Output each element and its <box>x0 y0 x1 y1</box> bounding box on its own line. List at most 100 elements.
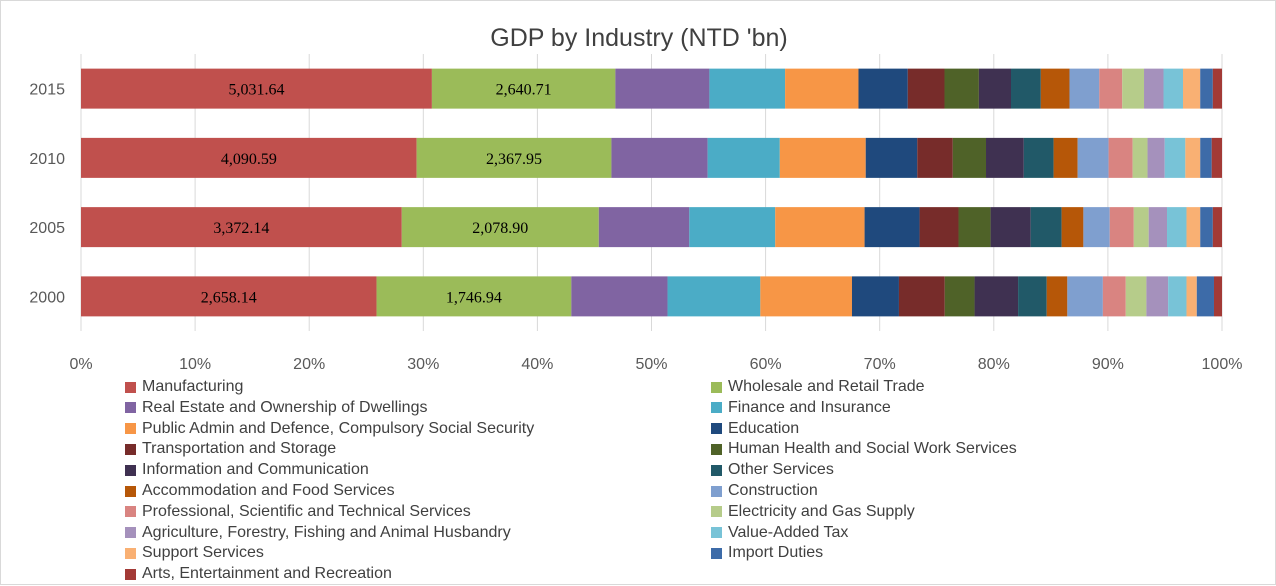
bar-segment <box>1053 137 1078 178</box>
legend-label: Accommodation and Food Services <box>142 482 395 499</box>
x-tick-label: 70% <box>864 356 896 373</box>
bar-segment <box>898 276 945 317</box>
legend-item: Wholesale and Retail Trade <box>711 377 925 397</box>
bar-segment <box>864 207 920 248</box>
bar-segment <box>865 137 918 178</box>
bar-segment <box>1213 276 1222 317</box>
bar-segment <box>1186 276 1197 317</box>
x-tick-label: 90% <box>1092 356 1124 373</box>
legend-swatch <box>711 464 722 476</box>
legend-swatch <box>711 423 722 435</box>
bar-segment <box>1183 68 1201 109</box>
bar-segment <box>1011 68 1041 109</box>
legend-swatch <box>711 443 722 455</box>
bar-segment <box>858 68 908 109</box>
bar-segment <box>376 276 572 317</box>
bar-segment <box>431 68 616 109</box>
bar-segment <box>1200 68 1213 109</box>
legend-swatch <box>125 381 136 393</box>
legend-label: Agriculture, Forestry, Fishing and Anima… <box>142 523 511 541</box>
legend-swatch <box>711 527 722 539</box>
legend-label: Manufacturing <box>142 378 244 395</box>
y-tick-label: 2000 <box>29 289 65 306</box>
bar-segment <box>760 276 852 317</box>
legend-swatch <box>711 506 722 518</box>
legend-swatch <box>711 381 722 393</box>
bar-segment <box>974 276 1019 317</box>
bar-segment <box>1023 137 1054 178</box>
data-label: 1,746.94 <box>446 289 502 306</box>
bar-segment <box>1148 207 1168 248</box>
legend-label: Construction <box>728 482 818 499</box>
bar-segment <box>1109 207 1134 248</box>
legend-label: Education <box>728 419 800 437</box>
legend-label: Value-Added Tax <box>728 523 849 541</box>
bar-segment <box>416 137 612 178</box>
bar-segment <box>615 68 710 109</box>
bar-segment <box>1040 68 1070 109</box>
legend-swatch <box>711 485 722 497</box>
bar-segment <box>1163 68 1184 109</box>
legend-item: Professional, Scientific and Technical S… <box>125 502 471 522</box>
bar-segment <box>1077 137 1109 178</box>
legend-item: Transportation and Storage <box>125 439 336 459</box>
bar-segment <box>1144 68 1164 109</box>
bar-segment <box>1132 137 1148 178</box>
legend-swatch <box>125 443 136 455</box>
legend-label: Professional, Scientific and Technical S… <box>142 502 471 520</box>
axes: 0% 10% 20% 30% 40% 50% 60% 70% 80% 90% 100% 2015 201… <box>29 82 1242 373</box>
legend-item: Support Services <box>125 543 264 563</box>
bar-segment <box>1185 137 1201 178</box>
legend-label: Real Estate and Ownership of Dwellings <box>142 398 428 416</box>
bar-segment <box>1186 207 1201 248</box>
bar-segment <box>1200 207 1213 248</box>
legend-label: Support Services <box>142 544 264 562</box>
legend-swatch <box>125 547 136 559</box>
bar-segment <box>851 276 899 317</box>
bar-segment <box>81 207 402 248</box>
legend-item: Construction <box>711 481 818 501</box>
bar-segment <box>1108 137 1133 178</box>
legend-label: Arts, Entertainment and Recreation <box>142 565 392 583</box>
bar-segment <box>571 276 668 317</box>
legend-item: Finance and Insurance <box>711 398 891 418</box>
x-tick-label: 30% <box>407 356 439 373</box>
y-tick-label: 2015 <box>29 82 65 99</box>
bar-segment <box>1030 207 1062 248</box>
legend-label: Other Services <box>728 461 834 479</box>
legend-label: Transportation and Storage <box>142 440 337 458</box>
bar-segment <box>1069 68 1100 109</box>
legend-item: Accommodation and Food Services <box>125 481 395 501</box>
bar-segment <box>611 137 708 178</box>
bar-segment <box>1164 137 1186 178</box>
legend-label: Information and Communication <box>142 461 369 479</box>
legend-swatch <box>711 547 722 559</box>
bar-segment <box>944 276 975 317</box>
legend-swatch <box>711 402 722 414</box>
legend-item: Information and Communication <box>125 460 369 480</box>
bar-segment <box>598 207 690 248</box>
legend-swatch <box>125 527 136 539</box>
legend-item: Manufacturing <box>125 377 243 397</box>
x-tick-label: 0% <box>69 356 92 373</box>
bar-segment <box>944 68 979 109</box>
data-label: 5,031.64 <box>228 82 284 99</box>
bar-segment <box>1212 68 1222 109</box>
legend-item: Agriculture, Forestry, Fishing and Anima… <box>125 523 511 543</box>
legend-label: Import Duties <box>728 544 824 562</box>
bar-segment <box>1102 276 1126 317</box>
legend-item: Arts, Entertainment and Recreation <box>125 564 392 584</box>
legend-swatch <box>125 485 136 497</box>
y-tick-label: 2010 <box>29 151 65 168</box>
bar-segment <box>1083 207 1110 248</box>
chart-title: GDP by Industry (NTD 'bn) <box>490 24 787 52</box>
legend-item: Real Estate and Ownership of Dwellings <box>125 398 427 418</box>
legend-item: Value-Added Tax <box>711 523 848 543</box>
bar-segment <box>1018 276 1047 317</box>
legend-swatch <box>125 402 136 414</box>
x-tick-label: 50% <box>635 356 667 373</box>
data-label: 4,090.59 <box>221 151 277 168</box>
legend-swatch <box>125 568 136 580</box>
bar-segment <box>990 207 1031 248</box>
data-label: 2,658.14 <box>201 289 257 306</box>
